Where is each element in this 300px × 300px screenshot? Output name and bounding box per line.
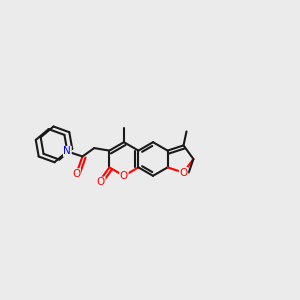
Text: O: O: [179, 168, 188, 178]
Text: O: O: [97, 177, 105, 187]
Text: O: O: [72, 169, 80, 179]
Text: O: O: [120, 171, 128, 181]
Text: N: N: [64, 146, 71, 156]
